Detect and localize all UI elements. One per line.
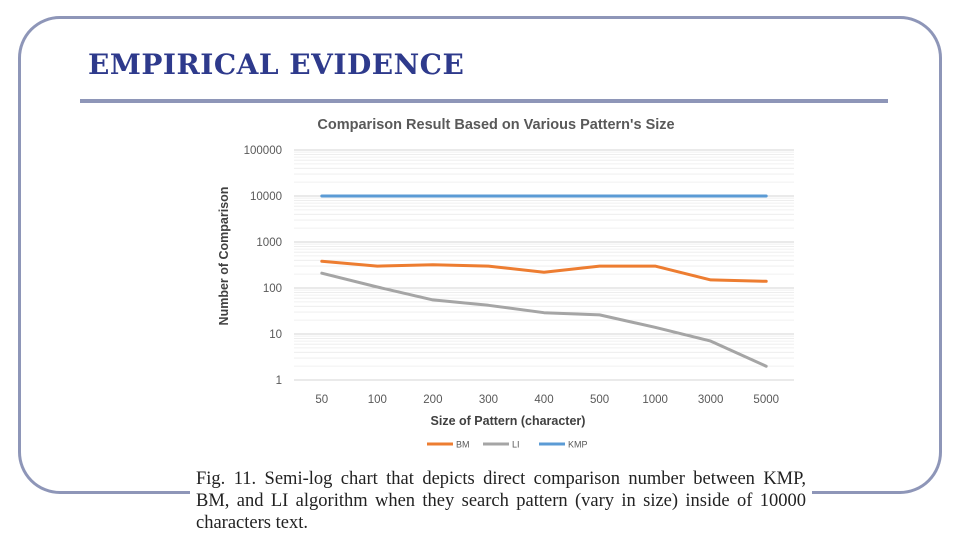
x-tick-label: 400 [534,394,553,406]
y-tick-label: 10000 [250,191,282,203]
x-axis-label: Size of Pattern (character) [431,414,586,428]
legend-label-kmp: KMP [568,440,588,450]
figure-caption: Fig. 11. Semi-log chart that depicts dir… [190,466,812,540]
y-tick-label: 100000 [244,145,282,157]
slide-title: EMPIRICAL EVIDENCE [88,48,465,81]
x-tick-label: 3000 [698,394,724,406]
x-tick-label: 200 [423,394,442,406]
y-tick-label: 1000 [256,237,282,249]
legend-label-li: LI [512,440,520,450]
x-tick-label: 300 [479,394,498,406]
caption-text: Fig. 11. Semi-log chart that depicts dir… [196,469,806,533]
x-tick-label: 100 [368,394,387,406]
y-tick-label: 1 [276,375,282,387]
title-divider [80,99,888,103]
y-tick-labels: 1 10 100 1000 10000 100000 [244,145,282,387]
x-tick-label: 500 [590,394,609,406]
x-tick-label: 1000 [642,394,668,406]
gridlines [294,149,794,381]
series-lines [320,194,768,368]
legend-label-bm: BM [456,440,470,450]
chart-title: Comparison Result Based on Various Patte… [317,117,674,133]
series-line-bm [320,259,768,283]
y-tick-label: 10 [269,329,282,341]
chart-figure: Comparison Result Based on Various Patte… [190,104,812,464]
line-chart: Comparison Result Based on Various Patte… [217,117,794,450]
y-axis-label: Number of Comparison [217,187,231,326]
x-tick-labels: 50 100 200 300 400 500 1000 3000 5000 [315,394,779,406]
x-tick-label: 5000 [753,394,779,406]
x-tick-label: 50 [315,394,328,406]
y-tick-label: 100 [263,283,282,295]
legend: BM LI KMP [427,440,588,450]
series-line-li [320,271,768,368]
